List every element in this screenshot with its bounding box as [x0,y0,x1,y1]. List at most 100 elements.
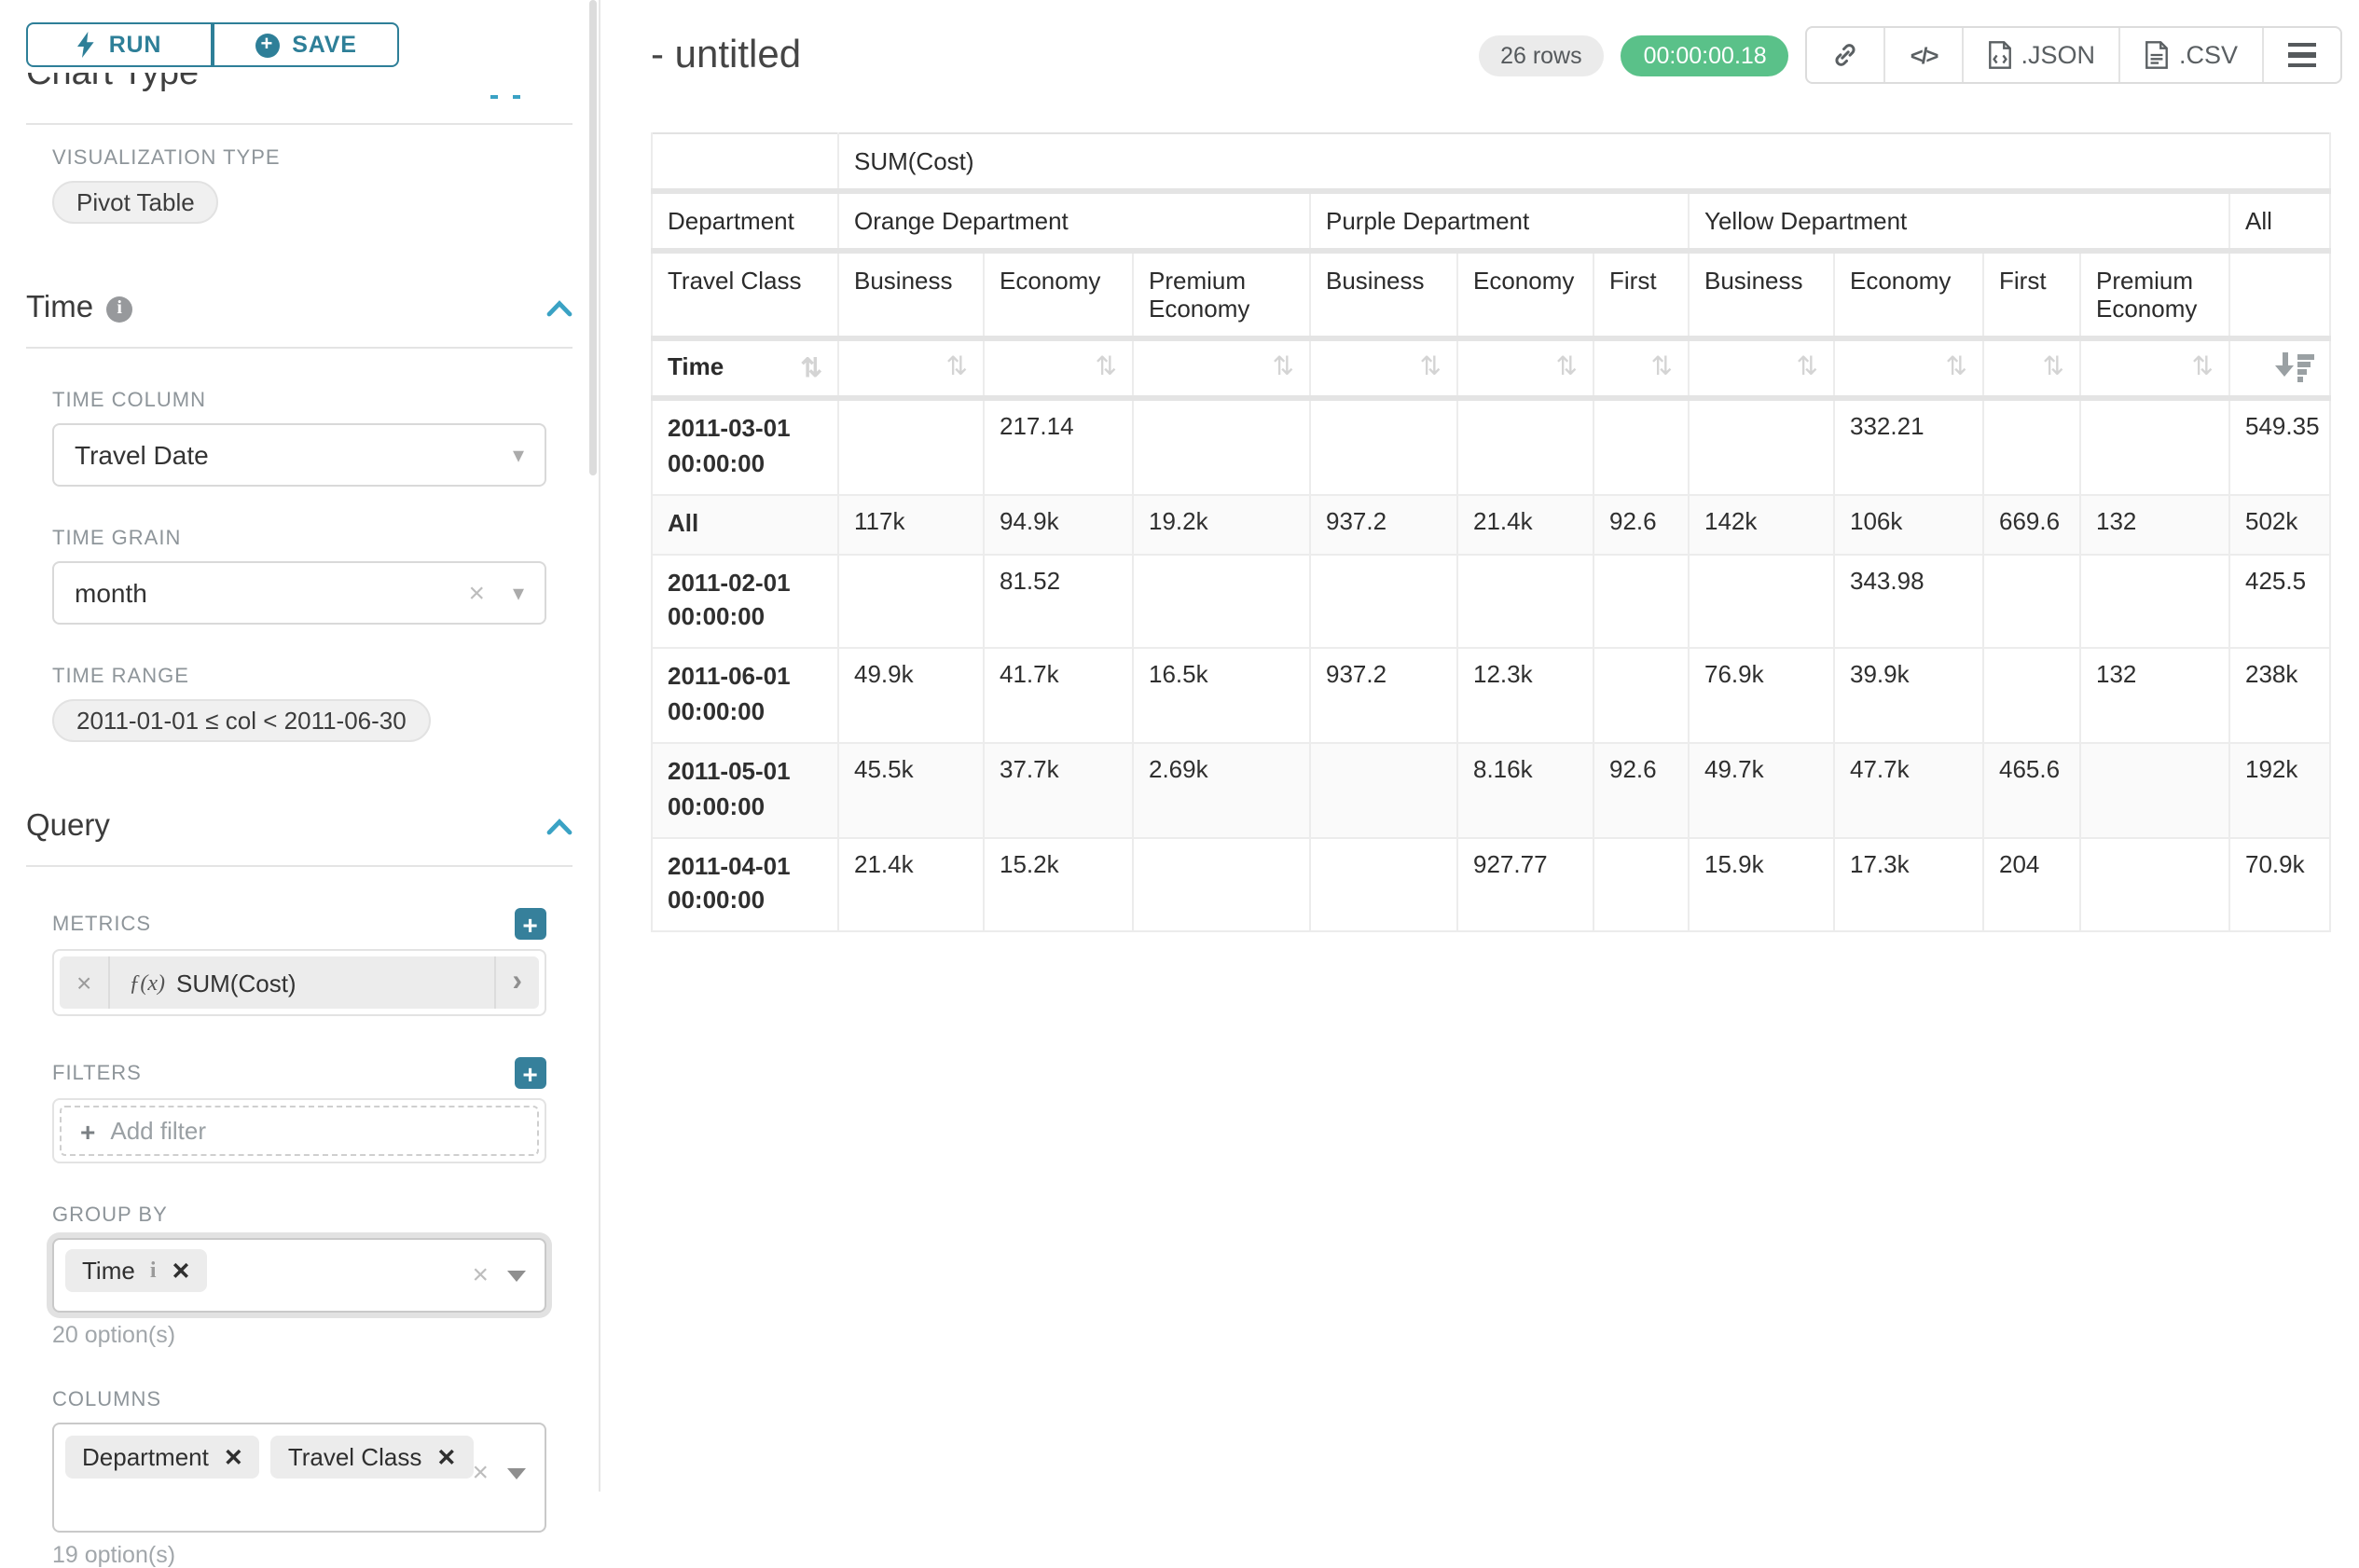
query-section-header: Query [26,809,573,845]
add-filter-plus-button[interactable]: + [515,1057,546,1089]
time-column-value: Travel Date [75,440,209,470]
value-cell [2079,742,2230,839]
info-icon[interactable]: i [106,296,133,322]
value-cell [1593,554,1690,650]
clear-icon[interactable]: × [468,577,485,609]
value-cell [1688,398,1835,496]
column-sort-header[interactable]: ⇅ [1132,338,1311,401]
column-sort-header[interactable]: ⇅ [1593,338,1690,401]
value-cell: 132 [2079,648,2230,744]
value-cell: 21.4k [1456,494,1594,556]
metric-pill[interactable]: × ƒ(x) SUM(Cost) › [60,956,539,1009]
table-row: 2011-02-01 00:00:00 81.52 343.98 425.5 [651,554,2332,650]
caret-down-icon: ▾ [512,580,524,606]
column-header: Business [1688,251,1835,341]
sort-icon[interactable]: ⇅ [945,351,968,380]
column-sort-header[interactable]: ⇅ [1982,338,2081,401]
value-cell [1688,554,1835,650]
value-cell: 465.6 [1982,742,2081,839]
columns-chip[interactable]: Department ✕ [65,1436,260,1479]
time-grain-select[interactable]: month × ▾ [52,561,546,625]
expand-metric-icon[interactable]: › [493,956,539,1009]
export-json-button[interactable]: .JSON [1963,28,2121,82]
sort-row: Time ⇅ ⇅ ⇅ ⇅ ⇅ ⇅ ⇅ ⇅ ⇅ ⇅ ⇅ [651,338,2332,401]
value-cell: 15.2k [983,837,1134,933]
value-cell: 549.35 [2228,398,2332,496]
clear-icon[interactable]: × [472,1457,489,1490]
value-cell: 192k [2228,742,2332,839]
value-cell: 45.5k [837,742,985,839]
group-by-select[interactable]: Time i ✕ × [52,1238,546,1313]
column-sort-header[interactable]: ⇅ [837,338,985,401]
sort-icon[interactable]: ⇅ [800,351,822,381]
add-metric-button[interactable]: + [515,908,546,940]
column-sort-header[interactable]: ⇅ [1456,338,1594,401]
value-cell [1456,554,1594,650]
viz-type-value[interactable]: Pivot Table [52,181,219,224]
remove-chip-icon[interactable]: ✕ [223,1445,243,1471]
all-column-sort-header[interactable] [2228,338,2332,401]
add-filter-button[interactable]: + Add filter [60,1106,539,1156]
column-header: Premium Economy [2079,251,2230,341]
sort-icon[interactable]: ⇅ [1095,351,1117,380]
chip-label: Department [82,1443,209,1471]
column-sort-header[interactable]: ⇅ [1833,338,1984,401]
time-range-value[interactable]: 2011-01-01 ≤ col < 2011-06-30 [52,699,431,742]
query-timer-badge: 00:00:00.18 [1621,34,1789,76]
table-row: All 117k 94.9k 19.2k 937.2 21.4k 92.6 142k 106k 6… [651,494,2332,556]
remove-metric-icon[interactable]: × [60,956,111,1009]
column-header: Business [837,251,985,341]
remove-chip-icon[interactable]: ✕ [436,1445,457,1471]
column-sort-header[interactable]: ⇅ [1309,338,1458,401]
plus-circle-icon: + [255,33,280,57]
column-header: Premium Economy [1132,251,1311,341]
time-sort-header[interactable]: Time ⇅ [651,338,839,401]
save-button[interactable]: + SAVE [213,22,399,67]
clear-icon[interactable]: × [472,1259,489,1291]
pivot-table: SUM(Cost) Department Orange Department Purp… [651,132,2332,933]
row-label: 2011-04-01 00:00:00 [651,837,839,933]
select-controls: × [472,1457,526,1489]
columns-select[interactable]: Department ✕ Travel Class ✕ × [52,1423,546,1533]
group-by-chip[interactable]: Time i ✕ [65,1249,208,1292]
caret-down-icon[interactable] [507,1270,526,1281]
row-dimension-header: Department [651,191,839,254]
value-cell [2079,554,2230,650]
value-cell: 238k [2228,648,2332,744]
time-column-label: TIME COLUMN [52,390,206,412]
columns-chip[interactable]: Travel Class ✕ [270,1436,474,1479]
remove-chip-icon[interactable]: ✕ [171,1259,191,1285]
value-cell: 8.16k [1456,742,1594,839]
metric-header: SUM(Cost) [836,133,2332,194]
chevron-up-icon[interactable] [546,818,573,835]
sort-desc-icon[interactable] [2275,352,2315,381]
sort-icon[interactable]: ⇅ [1796,351,1818,380]
pivot-table-container: SUM(Cost) Department Orange Department Purp… [651,132,2342,933]
sort-icon[interactable]: ⇅ [2042,351,2064,380]
table-row: 2011-04-01 00:00:00 21.4k 15.2k 927.77 15.9k… [651,837,2332,933]
time-column-select[interactable]: Travel Date ▾ [52,423,546,487]
share-link-button[interactable] [1808,28,1886,82]
caret-down-icon: ▾ [512,442,524,468]
sort-icon[interactable]: ⇅ [1945,351,1967,380]
value-cell: 47.7k [1833,742,1984,839]
column-sort-header[interactable]: ⇅ [1688,338,1835,401]
chevron-up-icon[interactable] [546,300,573,317]
chart-title[interactable]: - untitled [651,33,802,76]
sort-icon[interactable]: ⇅ [2191,351,2214,380]
value-cell: 49.9k [837,648,985,744]
column-group-header: Purple Department [1309,191,1690,254]
sort-icon[interactable]: ⇅ [1555,351,1578,380]
embed-code-button[interactable]: </> [1886,28,1964,82]
sort-icon[interactable]: ⇅ [1650,351,1673,380]
caret-down-icon[interactable] [507,1467,526,1479]
column-group-header: Yellow Department [1688,191,2230,254]
more-menu-button[interactable] [2264,28,2340,82]
sort-icon[interactable]: ⇅ [1419,351,1442,380]
scrollbar-thumb[interactable] [589,0,597,475]
column-sort-header[interactable]: ⇅ [2079,338,2230,401]
run-button[interactable]: RUN [26,22,213,67]
export-csv-button[interactable]: .CSV [2121,28,2264,82]
sort-icon[interactable]: ⇅ [1272,351,1294,380]
column-sort-header[interactable]: ⇅ [983,338,1134,401]
